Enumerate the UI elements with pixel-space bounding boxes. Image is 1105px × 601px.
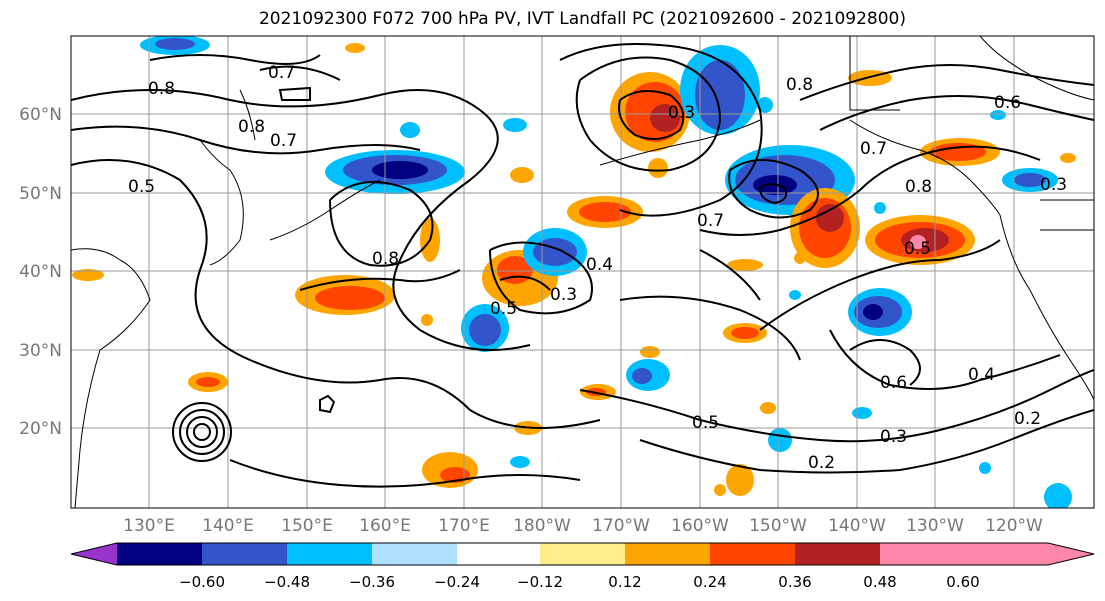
colorbar-segment — [117, 543, 202, 565]
colorbar-segment — [880, 543, 963, 565]
lon-label: 130°E — [123, 516, 175, 536]
lon-label: 120°W — [985, 516, 1043, 536]
gridlines — [71, 36, 1094, 508]
lat-label: 40°N — [19, 262, 62, 282]
map-panel — [71, 36, 1094, 508]
colorbar-segment — [287, 543, 372, 565]
lon-label: 140°W — [828, 516, 886, 536]
colorbar-segment — [202, 543, 287, 565]
longitude-labels: 130°E 140°E 150°E 160°E 170°E 180°W 170°… — [123, 516, 1043, 536]
cyclone-contours — [172, 402, 232, 462]
contour-label: 0.5 — [128, 177, 155, 197]
colorbar-segment — [795, 543, 880, 565]
contour-label: 0.6 — [994, 93, 1021, 113]
lon-label: 140°E — [202, 516, 254, 536]
coastlines — [71, 36, 1094, 508]
colorbar-tick-label: 0.60 — [946, 573, 979, 591]
lon-label: 180°W — [513, 516, 571, 536]
colorbar-tick-label: 0.48 — [863, 573, 896, 591]
lon-label: 150°W — [749, 516, 807, 536]
lat-label: 50°N — [19, 184, 62, 204]
contour-label: 0.3 — [1040, 175, 1067, 195]
contour-label: 0.2 — [808, 453, 835, 473]
lon-label: 160°W — [671, 516, 729, 536]
colorbar-tick-label: −0.12 — [517, 573, 563, 591]
colorbar-outline — [70, 542, 1095, 566]
contour-label: 0.8 — [238, 117, 265, 137]
contour-label: 0.4 — [968, 365, 995, 385]
lat-label: 20°N — [19, 419, 62, 439]
colorbar-left-extension — [71, 543, 117, 565]
contour-label: 0.8 — [786, 75, 813, 95]
lon-label: 150°E — [281, 516, 333, 536]
lon-label: 170°E — [438, 516, 490, 536]
colorbar-segment — [625, 543, 710, 565]
contour-label: 0.7 — [268, 63, 295, 83]
lon-label: 160°E — [359, 516, 411, 536]
contour-label: 0.8 — [372, 249, 399, 269]
map-frame — [70, 35, 1095, 509]
contour-label: 0.5 — [692, 413, 719, 433]
contour-label: 0.8 — [905, 177, 932, 197]
lat-label: 30°N — [19, 341, 62, 361]
colorbar-tick-label: 0.12 — [608, 573, 641, 591]
contour-label: 0.8 — [148, 79, 175, 99]
colorbar-segment — [540, 543, 625, 565]
contour-label: 0.7 — [697, 211, 724, 231]
map-title: 2021092300 F072 700 hPa PV, IVT Landfall… — [258, 9, 906, 29]
contour-label: 0.3 — [880, 427, 907, 447]
contour-label: 0.7 — [860, 139, 887, 159]
colorbar-segment — [457, 543, 540, 565]
contour-label-group: 0.8 0.7 0.8 0.7 0.5 0.8 0.3 0.4 0.3 0.5 … — [128, 63, 1067, 473]
pc-contours — [71, 43, 1094, 488]
lon-label: 130°W — [906, 516, 964, 536]
contour-label: 0.2 — [1014, 409, 1041, 429]
lon-label: 170°W — [592, 516, 650, 536]
colorbar-tick-label: −0.36 — [349, 573, 395, 591]
colorbar-tick-label: −0.60 — [179, 573, 225, 591]
contour-label: 0.3 — [550, 285, 577, 305]
colorbar-segment — [372, 543, 457, 565]
contour-label: 0.4 — [586, 255, 613, 275]
colorbar-tick-label: 0.36 — [778, 573, 811, 591]
colorbar-segment — [710, 543, 795, 565]
colorbar-tick-labels: −0.60 −0.48 −0.36 −0.24 −0.12 0.12 0.24 … — [179, 573, 980, 591]
colorbar — [70, 542, 1095, 566]
contour-label: 0.5 — [904, 239, 931, 259]
colorbar-tick-label: −0.48 — [264, 573, 310, 591]
latitude-labels: 60°N 50°N 40°N 30°N 20°N — [19, 105, 62, 439]
contour-label: 0.3 — [668, 103, 695, 123]
contour-label: 0.7 — [270, 131, 297, 151]
colorbar-tick-label: 0.24 — [693, 573, 726, 591]
contour-label: 0.5 — [490, 299, 517, 319]
colorbar-right-extension — [963, 543, 1094, 565]
lat-label: 60°N — [19, 105, 62, 125]
colorbar-tick-label: −0.24 — [434, 573, 480, 591]
contour-label: 0.6 — [880, 373, 907, 393]
